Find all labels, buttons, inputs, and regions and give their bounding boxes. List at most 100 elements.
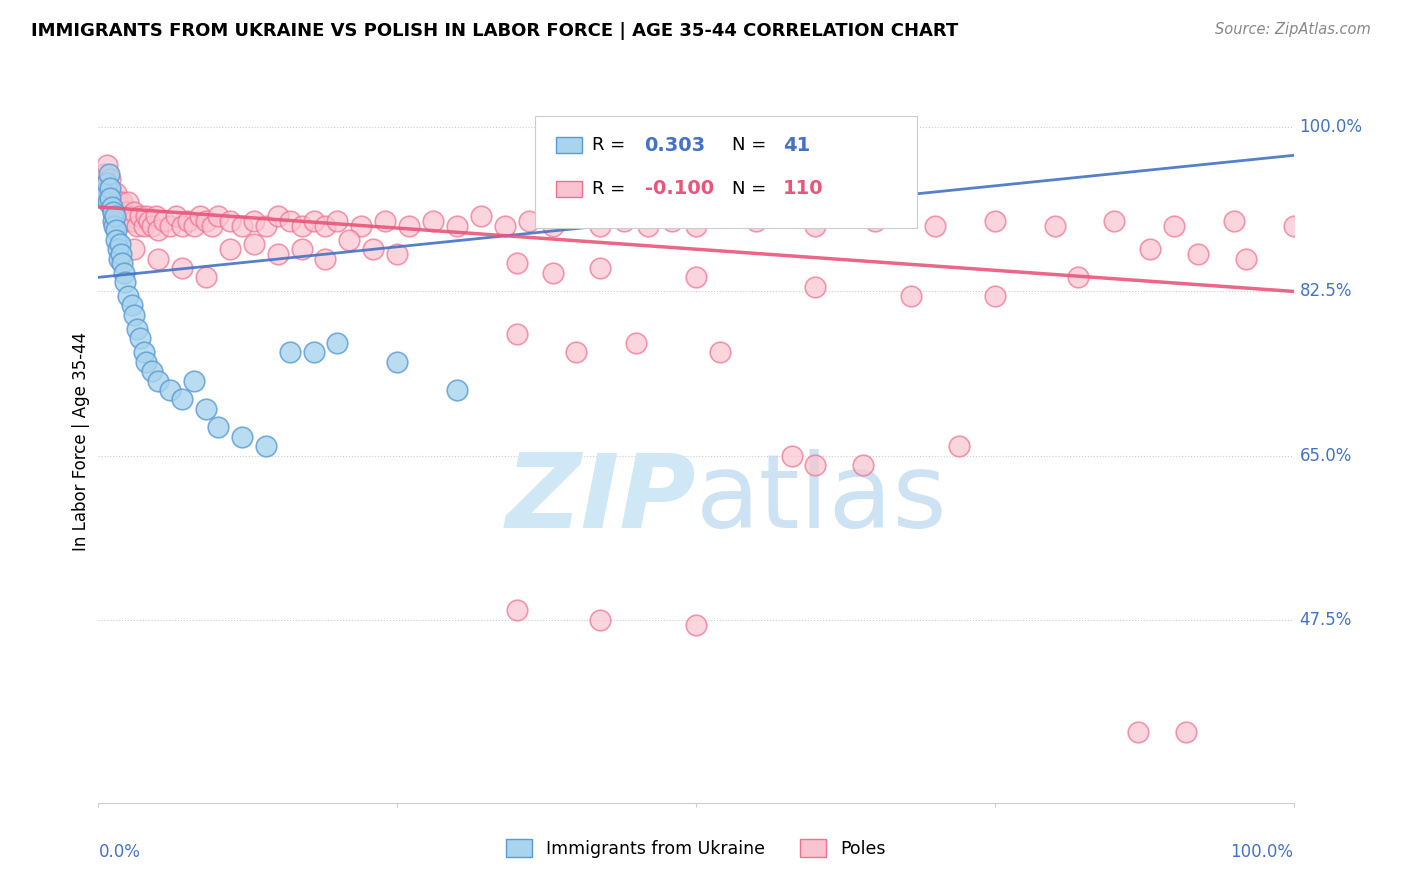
Point (183, 374, 205, 388)
Point (541, 266, 564, 280)
Y-axis label: In Labor Force | Age 35-44: In Labor Force | Age 35-44 (72, 332, 90, 551)
Text: 100.0%: 100.0% (1230, 843, 1294, 861)
Point (350, 219, 373, 233)
Text: 0.303: 0.303 (644, 136, 706, 155)
Point (195, 401, 218, 416)
Point (98, 186, 122, 200)
Point (1234, 252, 1257, 266)
Point (107, 252, 129, 266)
Point (780, 449, 803, 463)
Point (924, 219, 946, 233)
Point (114, 214, 136, 228)
Point (101, 204, 124, 219)
Point (98, 195, 121, 210)
Point (94, 177, 117, 191)
Text: N =: N = (733, 179, 772, 198)
Point (148, 374, 170, 388)
Point (101, 214, 124, 228)
Bar (557, 137, 582, 153)
Point (98, 181, 122, 195)
Point (125, 219, 148, 233)
Point (148, 223, 170, 237)
Point (108, 214, 131, 228)
Point (101, 204, 124, 219)
Point (1163, 219, 1185, 233)
Point (326, 336, 349, 351)
Point (110, 200, 132, 214)
Point (132, 219, 155, 233)
Point (135, 210, 157, 224)
Point (948, 439, 970, 453)
Point (129, 210, 152, 224)
Point (1175, 725, 1198, 739)
Point (107, 195, 129, 210)
Point (541, 219, 564, 233)
Point (1043, 219, 1066, 233)
Point (363, 242, 385, 256)
Point (195, 270, 218, 285)
Point (219, 214, 242, 228)
Point (177, 214, 200, 228)
Point (494, 219, 516, 233)
Point (111, 256, 134, 270)
Text: -0.100: -0.100 (644, 179, 714, 198)
Point (101, 190, 124, 204)
Point (267, 247, 290, 261)
Point (138, 214, 160, 228)
Point (115, 204, 138, 219)
Point (302, 345, 325, 359)
Point (165, 210, 187, 224)
Point (709, 345, 731, 359)
Point (207, 420, 229, 434)
Point (93, 186, 115, 200)
Point (243, 214, 266, 228)
Point (1104, 214, 1126, 228)
Point (121, 214, 143, 228)
Text: 47.5%: 47.5% (1299, 611, 1353, 629)
Text: 82.5%: 82.5% (1299, 283, 1353, 301)
Point (254, 219, 277, 233)
Point (506, 603, 529, 617)
Text: atlas: atlas (696, 449, 948, 549)
Text: 100.0%: 100.0% (1299, 119, 1362, 136)
FancyBboxPatch shape (534, 117, 917, 228)
Point (111, 195, 134, 210)
Bar (557, 181, 582, 196)
Point (100, 200, 122, 214)
Text: R =: R = (592, 136, 631, 154)
Point (105, 186, 128, 200)
Point (96, 177, 118, 191)
Point (132, 345, 155, 359)
Point (98, 171, 122, 186)
Text: R =: R = (592, 179, 631, 198)
Point (112, 204, 135, 219)
Point (326, 214, 349, 228)
Point (374, 214, 396, 228)
Point (613, 214, 636, 228)
Legend: Immigrants from Ukraine, Poles: Immigrants from Ukraine, Poles (498, 830, 894, 866)
Point (278, 345, 301, 359)
Point (637, 219, 659, 233)
Point (124, 242, 146, 256)
Point (291, 219, 314, 233)
Point (135, 355, 157, 369)
Point (565, 345, 588, 359)
Point (141, 219, 163, 233)
Point (172, 260, 194, 275)
Point (125, 322, 148, 336)
Point (107, 204, 129, 219)
Point (159, 383, 181, 397)
Point (315, 219, 337, 233)
Text: Source: ZipAtlas.com: Source: ZipAtlas.com (1215, 22, 1371, 37)
Point (195, 214, 218, 228)
Point (267, 210, 290, 224)
Point (145, 210, 167, 224)
Point (804, 219, 827, 233)
Point (112, 266, 135, 280)
Point (172, 219, 194, 233)
Point (470, 210, 492, 224)
Point (110, 247, 132, 261)
Point (104, 210, 127, 224)
Point (114, 275, 136, 289)
Point (302, 214, 325, 228)
